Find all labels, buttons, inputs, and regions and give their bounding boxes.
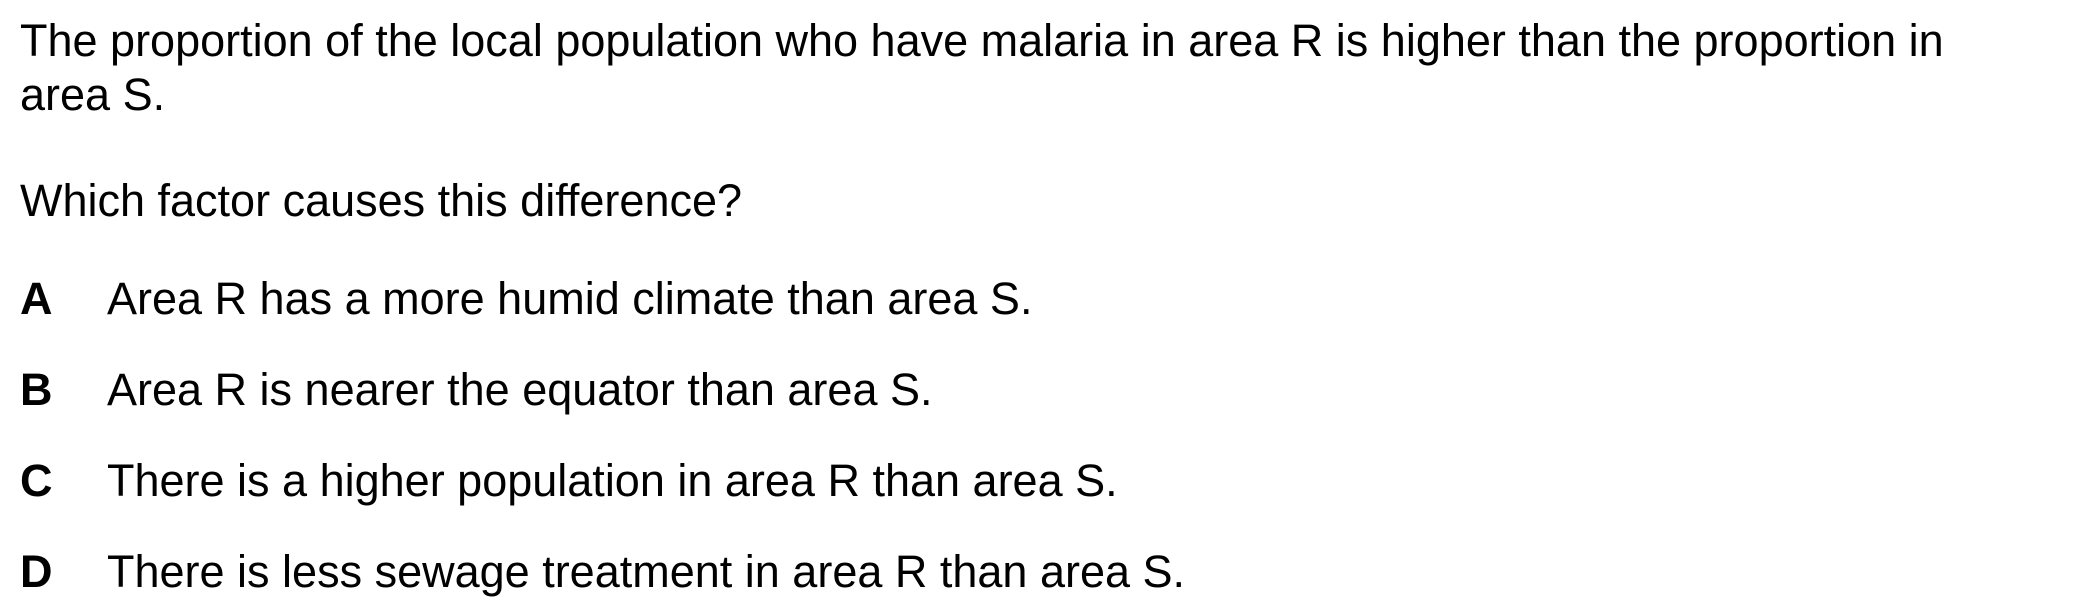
- option-letter: B: [20, 364, 53, 415]
- option-text: Area R is nearer the equator than area S…: [107, 364, 933, 415]
- option-letter: A: [20, 273, 53, 324]
- question-prompt: Which factor causes this difference?: [20, 175, 743, 226]
- option-letter: C: [20, 455, 53, 506]
- option-text: There is a higher population in area R t…: [107, 455, 1118, 506]
- option-letter: D: [20, 546, 53, 597]
- option-text: Area R has a more humid climate than are…: [107, 273, 1033, 324]
- question-stem: The proportion of the local population w…: [20, 15, 1944, 120]
- option-text: There is less sewage treatment in area R…: [107, 546, 1186, 597]
